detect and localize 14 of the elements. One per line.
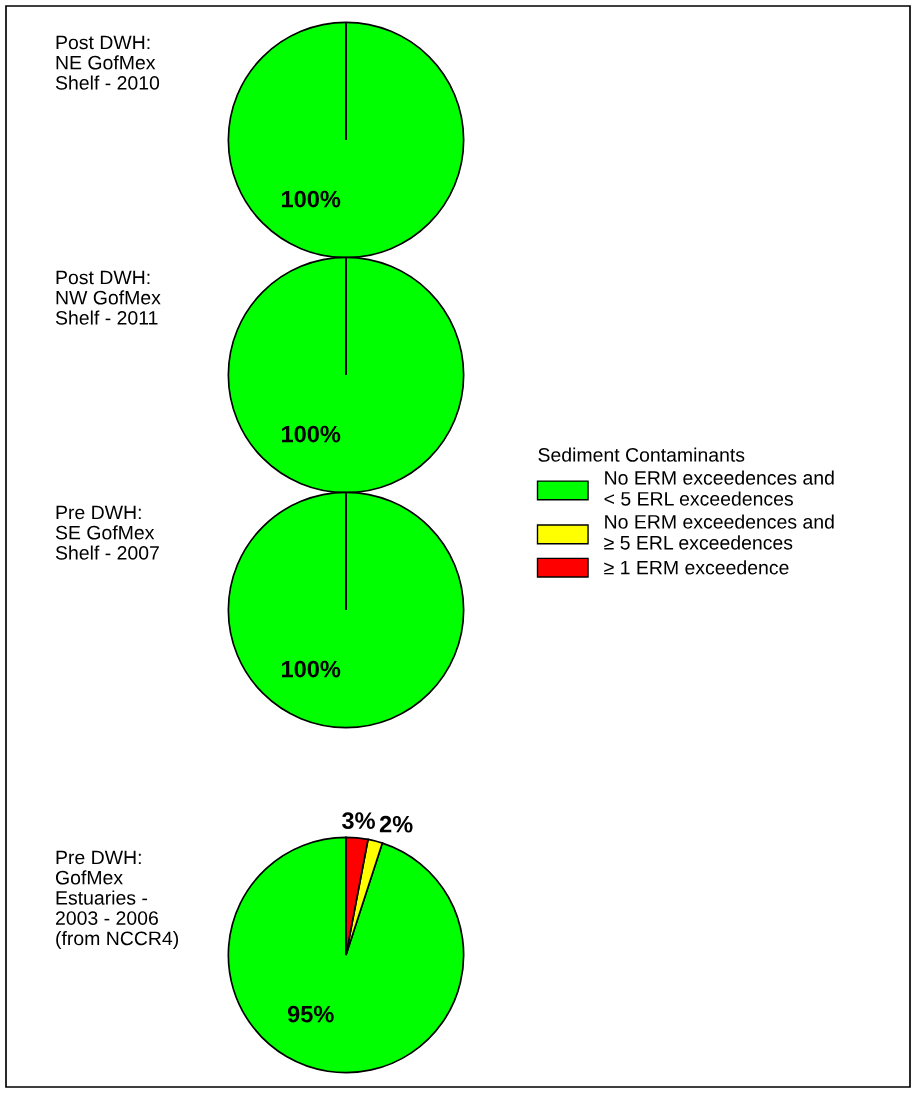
data-label: 100% [282,425,341,443]
data-label: 100% [282,660,341,678]
text: Post DWH: NW GofMex Shelf - 2011 [55,270,161,325]
legend-label: ≥ 1 ERM exceedence [604,560,789,575]
legend-label: No ERM exceedences and < 5 ERL exceedences [604,470,834,506]
data-label: 100% [282,190,341,208]
text: Pre DWH: GofMex Estuaries - 2003 - 2006 (from NCCR4) [55,850,179,950]
data-label: 95% [287,1005,334,1023]
data-label: 2% [379,815,413,833]
legend-label: No ERM exceedences and ≥ 5 ERL exceedences [604,514,834,550]
legend-title: Sediment Contaminants [538,447,745,462]
text: Post DWH: NE GofMex Shelf - 2010 [55,35,160,90]
text: Pre DWH: SE GofMex Shelf - 2007 [55,505,159,560]
data-label: 3% [341,812,375,830]
